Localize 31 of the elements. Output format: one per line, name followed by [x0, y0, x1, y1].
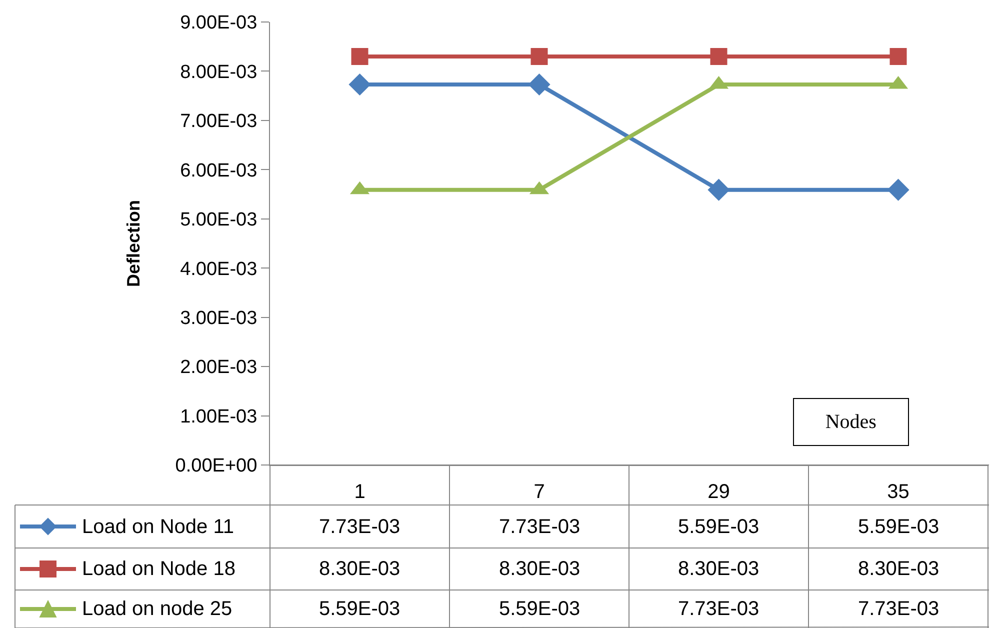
y-tick-label: 1.00E-03 [180, 406, 258, 428]
y-tick-label: 4.00E-03 [180, 258, 258, 280]
y-tick-label: 8.00E-03 [180, 62, 258, 83]
y-tick-label: 3.00E-03 [180, 308, 258, 329]
y-tick-label: 9.00E-03 [180, 12, 258, 34]
y-tick-label: 7.00E-03 [180, 111, 258, 132]
y-tick-label: 2.00E-03 [180, 357, 258, 378]
data-label: 7.73E-03 [678, 598, 760, 620]
legend-label: Load on Node 11 [82, 516, 234, 538]
x-axis-title: Nodes [825, 411, 877, 433]
y-tick-label: 5.00E-03 [180, 210, 258, 231]
y-tick-label: 6.00E-03 [180, 160, 258, 182]
data-label: 7.73E-03 [319, 516, 400, 538]
y-axis-title: Deflection [124, 200, 144, 288]
data-label: 7.73E-03 [499, 516, 580, 538]
legend-label: Load on Node 18 [82, 558, 236, 580]
x-tick-label: 29 [708, 481, 730, 503]
data-label: 8.30E-03 [858, 558, 940, 580]
legend-label: Load on node 25 [82, 598, 232, 620]
x-tick-label: 35 [887, 481, 910, 503]
data-label: 8.30E-03 [678, 558, 760, 580]
data-label: 8.30E-03 [499, 558, 580, 580]
data-label: 5.59E-03 [499, 598, 580, 620]
y-tick-label: 0.00E+00 [175, 456, 258, 477]
data-label: 5.59E-03 [319, 598, 400, 620]
data-label: 8.30E-03 [319, 558, 400, 580]
x-tick-label: 1 [354, 481, 366, 503]
data-label: 5.59E-03 [678, 516, 760, 538]
data-label: 5.59E-03 [858, 516, 940, 538]
data-label: 7.73E-03 [858, 598, 940, 620]
x-tick-label: 7 [534, 481, 545, 503]
